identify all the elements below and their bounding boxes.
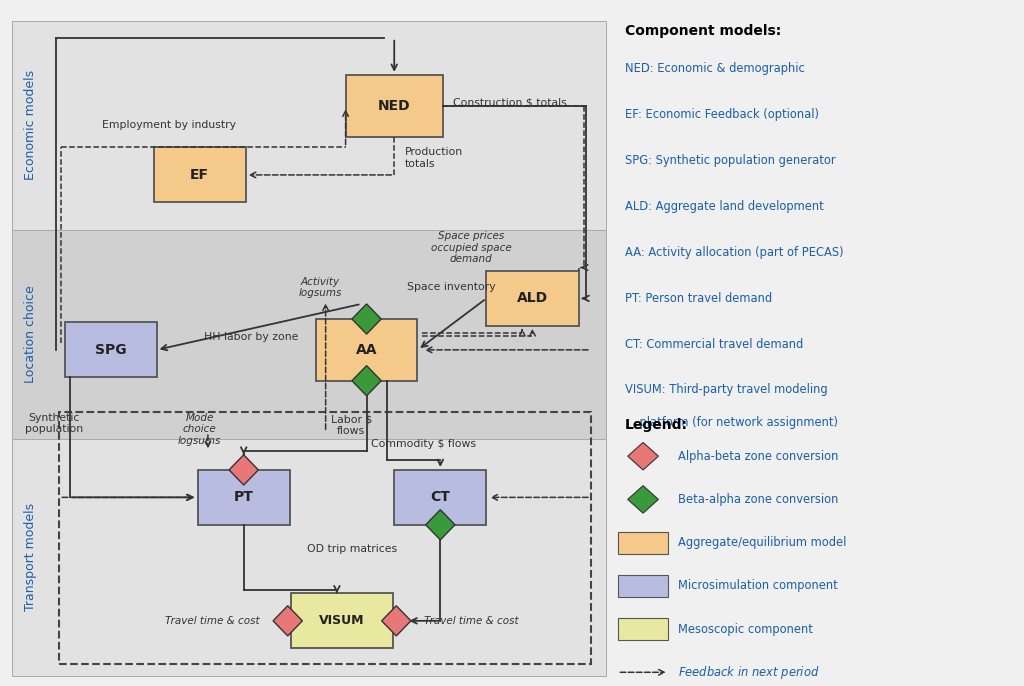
Text: AA: Activity allocation (part of PECAS): AA: Activity allocation (part of PECAS) (625, 246, 844, 259)
Text: Beta-alpha zone conversion: Beta-alpha zone conversion (678, 493, 839, 506)
Text: EF: Economic Feedback (optional): EF: Economic Feedback (optional) (625, 108, 818, 121)
Text: Travel time & cost: Travel time & cost (424, 616, 518, 626)
Text: VISUM: Third-party travel modeling: VISUM: Third-party travel modeling (625, 383, 827, 397)
Text: SPG: Synthetic population generator: SPG: Synthetic population generator (625, 154, 836, 167)
Polygon shape (628, 486, 658, 513)
Text: Mesoscopic component: Mesoscopic component (678, 623, 813, 635)
Text: Legend:: Legend: (625, 418, 688, 432)
Polygon shape (628, 442, 658, 470)
Text: Space inventory: Space inventory (408, 281, 496, 292)
Text: Aggregate/equilibrium model: Aggregate/equilibrium model (678, 536, 846, 549)
Bar (618, 575, 668, 597)
Text: OD trip matrices: OD trip matrices (307, 544, 397, 554)
Bar (618, 618, 668, 640)
Bar (486, 271, 579, 326)
Text: Transport models: Transport models (25, 504, 37, 611)
Text: platform (for network assignment): platform (for network assignment) (625, 416, 838, 429)
Text: Employment by industry: Employment by industry (102, 120, 237, 130)
Text: Production
totals: Production totals (404, 147, 463, 169)
Text: SPG: SPG (95, 343, 126, 357)
Text: NED: NED (378, 99, 411, 113)
Text: AA: AA (356, 343, 377, 357)
Text: HH labor by zone: HH labor by zone (204, 331, 299, 342)
Polygon shape (426, 510, 455, 540)
Bar (154, 147, 246, 202)
Text: ALD: Aggregate land development: ALD: Aggregate land development (625, 200, 823, 213)
Bar (291, 593, 393, 648)
Text: $\it{Feedback\ in\ next\ period}$: $\it{Feedback\ in\ next\ period}$ (678, 664, 819, 681)
Text: Mode
choice
logsums: Mode choice logsums (178, 413, 221, 446)
Bar (346, 75, 442, 137)
Text: Activity
logsums: Activity logsums (299, 277, 342, 298)
Text: Synthetic
population: Synthetic population (26, 413, 83, 434)
Text: EF: EF (190, 168, 209, 182)
Text: Component models:: Component models: (625, 24, 781, 38)
Text: CT: Commercial travel demand: CT: Commercial travel demand (625, 338, 803, 351)
Polygon shape (352, 366, 381, 396)
Bar (12, 439, 606, 676)
Text: VISUM: VISUM (319, 615, 365, 627)
Text: Alpha-beta zone conversion: Alpha-beta zone conversion (678, 450, 839, 462)
Text: Space prices
occupied space
demand: Space prices occupied space demand (431, 231, 511, 264)
Polygon shape (382, 606, 411, 636)
Bar (59, 412, 591, 664)
Text: ALD: ALD (517, 292, 548, 305)
Bar (394, 470, 486, 525)
Polygon shape (273, 606, 302, 636)
Polygon shape (352, 304, 381, 334)
Polygon shape (229, 455, 258, 485)
Text: PT: Person travel demand: PT: Person travel demand (625, 292, 772, 305)
Text: Location choice: Location choice (25, 285, 37, 383)
Text: NED: Economic & demographic: NED: Economic & demographic (625, 62, 805, 75)
Text: Travel time & cost: Travel time & cost (166, 616, 260, 626)
Bar (316, 319, 417, 381)
Text: Commodity $ flows: Commodity $ flows (372, 439, 476, 449)
Bar (618, 532, 668, 554)
Text: CT: CT (430, 490, 451, 504)
Text: Construction $ totals: Construction $ totals (453, 98, 567, 108)
Text: PT: PT (233, 490, 254, 504)
Bar (12, 230, 606, 439)
Bar (65, 322, 157, 377)
Bar (198, 470, 290, 525)
Text: Economic models: Economic models (25, 70, 37, 180)
Text: Labor $
flows: Labor $ flows (331, 414, 372, 436)
Bar (12, 21, 606, 230)
Text: Microsimulation component: Microsimulation component (678, 580, 838, 592)
